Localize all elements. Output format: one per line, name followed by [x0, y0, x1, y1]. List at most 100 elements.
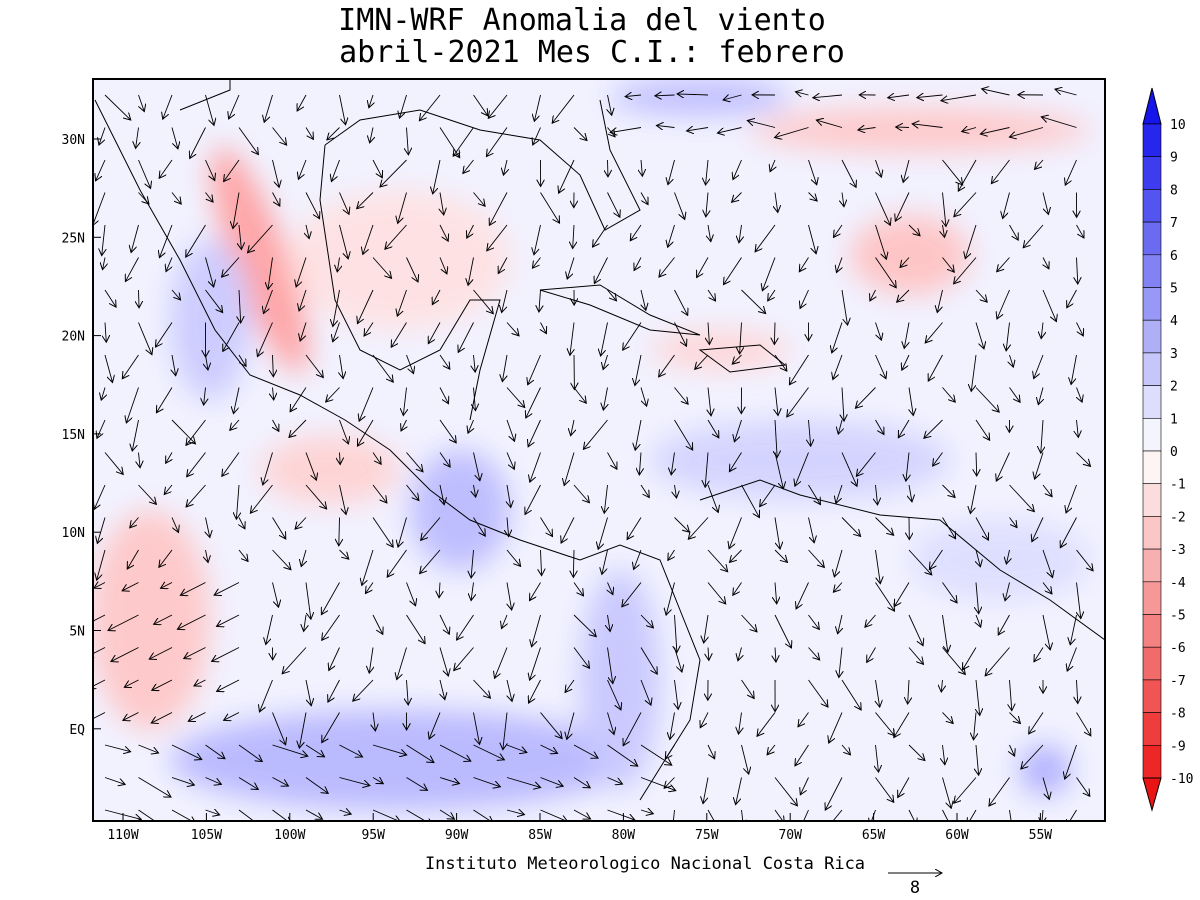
wind-vector	[789, 354, 809, 385]
colorbar-arrow-top	[1142, 87, 1162, 125]
wind-vector	[707, 289, 716, 301]
wind-vector	[1010, 354, 1014, 367]
lon-label: 100W	[274, 828, 305, 843]
wind-vector	[608, 582, 613, 595]
wind-vector	[1009, 387, 1021, 403]
wind-vector	[127, 549, 139, 569]
wind-vector	[186, 224, 206, 257]
wind-vector	[525, 484, 541, 515]
wind-vector	[640, 647, 657, 675]
wind-vector	[829, 712, 843, 744]
wind-vector	[93, 712, 106, 720]
wind-vector	[1042, 777, 1049, 800]
wind-vector	[954, 257, 977, 284]
wind-vector	[800, 777, 809, 795]
wind-vector	[707, 419, 719, 438]
wind-vector	[108, 614, 139, 631]
wind-vector	[339, 419, 349, 444]
wind-vector	[674, 289, 688, 315]
wind-vector	[152, 679, 173, 690]
colorbar-label: -4	[1170, 576, 1186, 591]
wind-vector	[670, 712, 675, 740]
wind-vector	[604, 484, 607, 513]
wind-vector	[775, 387, 778, 416]
wind-vector	[982, 89, 1010, 96]
wind-vector	[841, 159, 856, 187]
wind-vector	[440, 192, 444, 216]
wind-vector	[965, 224, 977, 259]
wind-vector	[928, 354, 943, 381]
wind-vector	[997, 257, 1010, 272]
wind-vector	[767, 744, 776, 755]
wind-vector	[870, 289, 876, 301]
wind-vector	[340, 452, 341, 465]
wind-vector	[1077, 582, 1081, 619]
wind-vector	[406, 257, 419, 283]
wind-vector	[732, 354, 742, 364]
wind-vector	[1077, 257, 1078, 285]
wind-vector	[369, 94, 373, 108]
wind-vector	[943, 192, 946, 227]
wind-vector	[570, 322, 574, 356]
wind-vector	[239, 289, 241, 323]
wind-vector	[962, 647, 977, 670]
wind-vector	[671, 452, 674, 475]
wind-vector	[908, 224, 920, 236]
wind-vector	[1009, 484, 1035, 512]
lon-label: 55W	[1029, 828, 1053, 843]
wind-vector	[136, 127, 139, 149]
wind-vector	[339, 484, 347, 514]
wind-vector	[808, 549, 825, 567]
wind-vector	[463, 159, 474, 173]
wind-vector	[282, 647, 307, 674]
wind-vector	[353, 679, 374, 701]
wind-vector	[1006, 322, 1009, 351]
wind-vector	[299, 712, 307, 749]
wind-vector	[439, 452, 450, 468]
wind-vector	[942, 582, 958, 603]
wind-vector	[762, 257, 776, 291]
wind-vector	[263, 289, 273, 314]
wind-vector	[942, 159, 963, 185]
lon-label: 105W	[191, 828, 222, 843]
colorbar-label: 2	[1170, 380, 1178, 395]
wind-vector	[264, 94, 273, 122]
wind-vector	[666, 582, 675, 616]
wind-vector	[573, 549, 574, 577]
wind-vector	[755, 224, 776, 252]
wind-vector	[894, 582, 910, 607]
colorbar-box	[1142, 352, 1162, 386]
wind-vector	[973, 712, 976, 740]
wind-vector	[161, 583, 173, 589]
wind-vector	[800, 289, 809, 308]
wind-vector	[1067, 289, 1077, 308]
wind-vector	[1065, 744, 1077, 779]
wind-vector	[856, 452, 876, 477]
lat-label: 30N	[62, 133, 85, 148]
wind-vector	[138, 322, 152, 355]
wind-vector	[104, 777, 125, 785]
wind-vector	[897, 289, 910, 302]
wind-vector	[138, 744, 159, 753]
wind-vector	[539, 289, 541, 312]
wind-vector	[941, 94, 977, 101]
wind-vector	[741, 484, 760, 518]
wind-vector	[1076, 452, 1091, 467]
wind-vector	[775, 127, 809, 138]
wind-vector	[495, 647, 508, 679]
wind-vector	[832, 809, 843, 821]
lon-label: 85W	[528, 828, 552, 843]
wind-vector	[674, 192, 685, 220]
wind-vector	[908, 647, 924, 665]
wind-vector	[770, 159, 775, 172]
colorbar-label: 3	[1170, 347, 1178, 362]
wind-vector	[533, 127, 541, 146]
wind-vector	[757, 712, 776, 737]
wind-vector	[1042, 582, 1052, 594]
wind-vector	[122, 354, 139, 379]
wind-vector	[941, 679, 942, 692]
wind-vector	[457, 614, 474, 640]
wind-vector	[506, 452, 514, 470]
wind-vector	[565, 679, 575, 692]
wind-vector	[775, 192, 778, 213]
